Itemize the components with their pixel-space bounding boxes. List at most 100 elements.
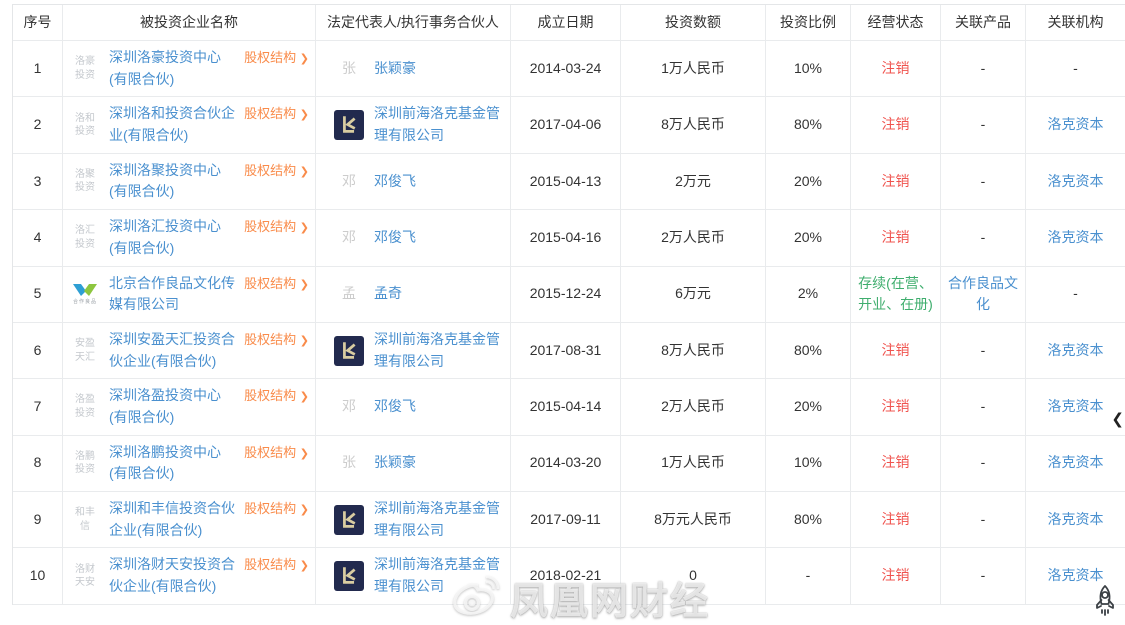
equity-structure-link[interactable]: 股权结构 ❯ (244, 219, 309, 235)
equity-structure-link[interactable]: 股权结构 ❯ (244, 275, 309, 291)
investment-table: 序号 被投资企业名称 法定代表人/执行事务合伙人 成立日期 投资数额 投资比例 经营状态 关联… (12, 4, 1125, 605)
legal-rep-cell: 邓 邓俊飞 (316, 210, 511, 267)
operating-status: 注销 (851, 548, 941, 605)
founded-date: 2015-04-16 (511, 210, 621, 267)
column-header-date: 成立日期 (511, 5, 621, 41)
related-org[interactable]: 洛克资本 (1026, 436, 1125, 492)
legal-rep-cell: 邓 邓俊飞 (316, 379, 511, 436)
related-product: - (941, 210, 1026, 267)
company-name-link[interactable]: 深圳洛盈投资中心(有限合伙) (109, 387, 221, 425)
company-name-block: 北京合作良品文化传媒有限公司 股权结构 ❯ (109, 273, 311, 316)
table-body: 1 洛豪 投资 深圳洛豪投资中心(有限合伙) 股权结构 ❯ 张张颖豪 2014-03-24… (13, 41, 1125, 605)
related-org[interactable]: 洛克资本 (1026, 97, 1125, 154)
related-org[interactable]: 洛克资本 (1026, 379, 1125, 436)
legal-rep-name-link[interactable]: 孟奇 (374, 285, 402, 302)
operating-status: 注销 (851, 41, 941, 98)
related-product[interactable]: 合作良品文化 (941, 266, 1026, 323)
company-abbr-avatar: 洛和 投资 (75, 112, 95, 138)
rep-avatar: 张 (342, 59, 356, 76)
table-row: 1 洛豪 投资 深圳洛豪投资中心(有限合伙) 股权结构 ❯ 张 张颖豪 2014-03-24… (13, 41, 1125, 98)
legal-rep-cell: 深圳前海洛克基金管理有限公司 (316, 492, 511, 549)
company-name-link[interactable]: 深圳洛汇投资中心(有限合伙) (109, 218, 221, 256)
legal-rep-name-link[interactable]: 张颖豪 (374, 59, 416, 76)
investment-ratio: 80% (766, 322, 851, 380)
related-org[interactable]: 洛克资本 (1026, 548, 1125, 605)
related-org[interactable]: 洛克资本 (1026, 210, 1125, 267)
investment-amount: 6万元 (621, 266, 766, 323)
chevron-right-icon: ❯ (299, 447, 309, 460)
row-seq: 4 (13, 210, 63, 267)
operating-status: 注销 (851, 322, 941, 380)
company-name-block: 深圳洛豪投资中心(有限合伙) 股权结构 ❯ (109, 47, 311, 90)
company-name-link[interactable]: 深圳洛聚投资中心(有限合伙) (109, 161, 221, 200)
company-cell: 和丰 信深圳和丰信投资合伙企业(有限合伙) 股权结构 ❯ (63, 492, 316, 549)
company-name-link[interactable]: 深圳洛和投资合伙企业(有限合伙) (109, 105, 235, 144)
chevron-right-icon: ❯ (299, 165, 309, 178)
panel-collapse-chevron-icon[interactable]: ❮ (1111, 411, 1124, 428)
equity-structure-link[interactable]: 股权结构 ❯ (244, 388, 309, 404)
chevron-right-icon: ❯ (299, 560, 309, 573)
related-org[interactable]: 洛克资本 (1026, 492, 1125, 549)
column-header-org: 关联机构 (1026, 5, 1125, 41)
legal-rep-cell: 张 张颖豪 (316, 435, 511, 492)
operating-status: 注销 (851, 153, 941, 211)
company-name-link[interactable]: 北京合作良品文化传媒有限公司 (109, 274, 235, 313)
equity-structure-link[interactable]: 股权结构 ❯ (244, 50, 309, 65)
company-abbr-avatar: 洛财 天安 (75, 563, 95, 589)
operating-status: 注销 (851, 97, 941, 154)
legal-rep-cell: 深圳前海洛克基金管理有限公司 (316, 97, 511, 154)
company-cell: 洛和 投资 深圳洛和投资合伙企业(有限合伙) 股权结构 ❯ (63, 97, 316, 154)
operating-status: 注销 (851, 210, 941, 267)
investment-amount: 8万人民币 (621, 322, 766, 380)
related-org[interactable]: 洛克资本 (1026, 154, 1125, 211)
company-name-link[interactable]: 深圳洛鹏投资中心(有限合伙) (109, 443, 221, 482)
company-cell: 合作良品 北京合作良品文化传媒有限公司 股权结构 ❯ (63, 266, 316, 323)
investment-ratio: 10% (766, 41, 851, 98)
legal-rep-name-link[interactable]: 张颖豪 (374, 454, 416, 471)
back-to-top-rocket-icon[interactable] (1090, 583, 1120, 624)
row-seq: 2 (13, 97, 63, 154)
rep-avatar: 邓 (342, 398, 356, 415)
founded-date: 2018-02-21 (511, 548, 621, 605)
related-org[interactable]: 洛克资本 (1026, 323, 1125, 380)
company-abbr-avatar: 洛聚 投资 (75, 168, 95, 194)
column-header-ratio: 投资比例 (766, 5, 851, 41)
legal-rep-cell: 深圳前海洛克基金管理有限公司 (316, 548, 511, 605)
table-row: 10 洛财 天安 深圳洛财天安投资合伙企业(有限合伙) 股权结构 ❯ 深圳前海洛克基金管… (13, 548, 1125, 605)
company-abbr-avatar: 和丰 信 (75, 507, 95, 532)
related-org: - (1026, 41, 1125, 98)
legal-rep-name-link[interactable]: 深圳前海洛克基金管理有限公司 (374, 105, 500, 144)
chevron-right-icon: ❯ (299, 109, 309, 122)
investment-amount: 1万人民币 (621, 435, 766, 492)
investment-ratio: 20% (766, 153, 851, 211)
company-cell: 洛盈 投资 深圳洛盈投资中心(有限合伙) 股权结构 ❯ (63, 379, 316, 436)
company-name-link[interactable]: 深圳洛豪投资中心(有限合伙) (109, 49, 221, 87)
row-seq: 1 (13, 41, 63, 98)
legal-rep-name-link[interactable]: 深圳前海洛克基金管理有限公司 (374, 556, 500, 595)
column-header-rep: 法定代表人/执行事务合伙人 (316, 5, 511, 41)
legal-rep-name-link[interactable]: 邓俊飞 (374, 398, 416, 415)
company-name-block: 深圳洛汇投资中心(有限合伙) 股权结构 ❯ (109, 216, 311, 259)
legal-rep-name-link[interactable]: 深圳前海洛克基金管理有限公司 (374, 330, 500, 369)
table-row: 6 安盈 天汇 深圳安盈天汇投资合伙企业(有限合伙) 股权结构 ❯ 深圳前海洛克基金管理… (13, 322, 1125, 380)
legal-rep-name-link[interactable]: 深圳前海洛克基金管理有限公司 (374, 500, 500, 538)
investment-ratio: 10% (766, 435, 851, 492)
equity-structure-link[interactable]: 股权结构 ❯ (244, 331, 309, 347)
legal-rep-name-link[interactable]: 邓俊飞 (374, 172, 416, 189)
company-cell: 洛鹏 投资 深圳洛鹏投资中心(有限合伙) 股权结构 ❯ (63, 435, 316, 492)
founded-date: 2015-04-13 (511, 153, 621, 211)
legal-rep-name-link[interactable]: 邓俊飞 (374, 228, 416, 245)
table-row: 7 洛盈 投资 深圳洛盈投资中心(有限合伙) 股权结构 ❯ 邓 邓俊飞 2015-04-14… (13, 379, 1125, 436)
related-product: - (941, 41, 1026, 98)
equity-structure-link[interactable]: 股权结构 ❯ (244, 106, 309, 122)
legal-rep-cell: 孟 孟奇 (316, 266, 511, 323)
equity-structure-link[interactable]: 股权结构 ❯ (244, 444, 309, 460)
company-name-link[interactable]: 深圳洛财天安投资合伙企业(有限合伙) (109, 556, 235, 595)
equity-structure-link[interactable]: 股权结构 ❯ (244, 162, 309, 178)
company-name-link[interactable]: 深圳安盈天汇投资合伙企业(有限合伙) (109, 330, 235, 369)
investment-ratio: 80% (766, 492, 851, 549)
company-name-block: 深圳安盈天汇投资合伙企业(有限合伙) 股权结构 ❯ (109, 329, 311, 372)
equity-structure-link[interactable]: 股权结构 ❯ (244, 501, 309, 516)
company-name-link[interactable]: 深圳和丰信投资合伙企业(有限合伙) (109, 500, 235, 538)
equity-structure-link[interactable]: 股权结构 ❯ (244, 557, 309, 573)
